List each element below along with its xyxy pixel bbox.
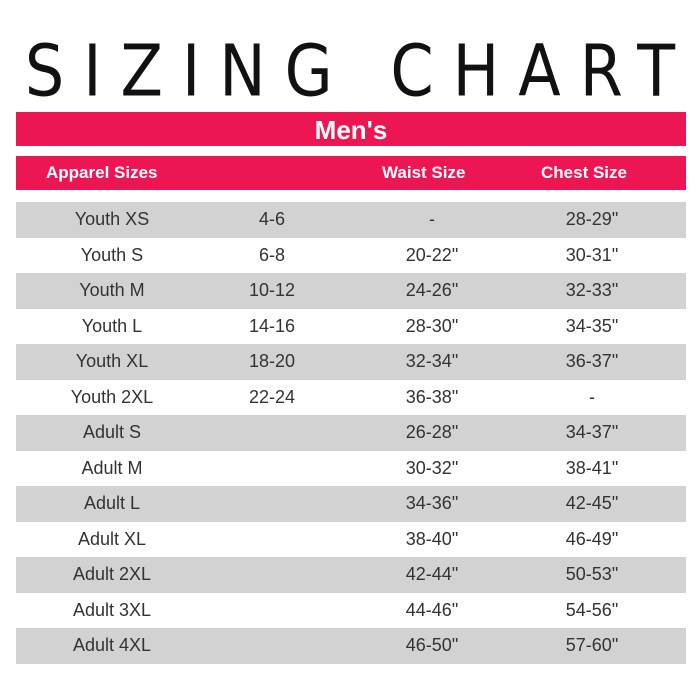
cell-chest-size: 46-49" [565,528,619,549]
cell-chest-size: 32-33" [565,280,619,300]
cell-apparel-size: Youth M [79,280,145,300]
cell-chest-size: - [589,386,595,407]
cell-waist-size: 38-40" [405,528,459,549]
cell-age-range: 22-24 [248,386,296,407]
cell-waist-size: 20-22" [405,244,459,265]
cell-chest-size: 30-31" [565,244,619,265]
cell-age-range: 4-6 [258,209,285,229]
cell-chest-size: 38-41" [565,457,619,478]
table-row: Youth XS 4-6 - 28-29" [16,202,686,238]
cell-apparel-size: Youth 2XL [70,386,154,407]
table-row: Youth 2XL 22-24 36-38" - [16,380,686,416]
table-row: Adult 3XL 44-46" 54-56" [16,593,686,629]
cell-chest-size: 28-29" [565,209,619,229]
cell-waist-size: 24-26" [405,280,459,300]
cell-apparel-size: Adult 4XL [72,635,152,655]
cell-waist-size: 46-50" [405,635,459,655]
cell-chest-size: 36-37" [565,351,619,371]
cell-waist-size: 28-30" [405,315,459,336]
page-title: SIZING CHART [24,28,695,113]
cell-chest-size: 42-45" [565,493,619,513]
table-row: Adult 4XL 46-50" 57-60" [16,628,686,664]
table-row: Adult L 34-36" 42-45" [16,486,686,522]
header-waist-size: Waist Size [382,163,466,182]
size-table: Youth XS 4-6 - 28-29" Youth S 6-8 20-22" 30-31"… [16,202,686,664]
cell-waist-size: 42-44" [405,564,459,584]
table-row: Adult XL 38-40" 46-49" [16,522,686,558]
table-header: Apparel Sizes Waist Size Chest Size [16,156,686,190]
table-row: Youth S 6-8 20-22" 30-31" [16,238,686,274]
cell-waist-size: 34-36" [405,493,459,513]
cell-chest-size: 54-56" [565,599,619,620]
cell-chest-size: 57-60" [565,635,619,655]
cell-apparel-size: Adult 3XL [72,599,152,620]
cell-apparel-size: Adult S [82,422,142,442]
table-row: Youth L 14-16 28-30" 34-35" [16,309,686,345]
cell-chest-size: 34-37" [565,422,619,442]
header-apparel-sizes: Apparel Sizes [46,163,158,182]
cell-waist-size: 36-38" [405,386,459,407]
cell-age-range: 14-16 [248,315,296,336]
cell-apparel-size: Adult 2XL [72,564,152,584]
cell-apparel-size: Youth S [80,244,144,265]
table-row: Adult 2XL 42-44" 50-53" [16,557,686,593]
cell-waist-size: 30-32" [405,457,459,478]
cell-age-range: 6-8 [258,244,285,265]
cell-age-range: 10-12 [248,280,296,300]
cell-waist-size: 32-34" [405,351,459,371]
section-banner: Men's [16,112,686,146]
cell-apparel-size: Adult XL [77,528,147,549]
cell-waist-size: 44-46" [405,599,459,620]
header-chest-size: Chest Size [541,163,627,182]
cell-chest-size: 50-53" [565,564,619,584]
cell-apparel-size: Adult L [83,493,141,513]
cell-apparel-size: Youth XL [75,351,149,371]
cell-chest-size: 34-35" [565,315,619,336]
table-row: Youth M 10-12 24-26" 32-33" [16,273,686,309]
cell-apparel-size: Youth L [81,315,143,336]
table-row: Adult S 26-28" 34-37" [16,415,686,451]
cell-waist-size: - [429,209,435,229]
cell-apparel-size: Youth XS [74,209,150,229]
table-row: Adult M 30-32" 38-41" [16,451,686,487]
cell-age-range: 18-20 [248,351,296,371]
cell-waist-size: 26-28" [405,422,459,442]
table-row: Youth XL 18-20 32-34" 36-37" [16,344,686,380]
cell-apparel-size: Adult M [81,457,143,478]
